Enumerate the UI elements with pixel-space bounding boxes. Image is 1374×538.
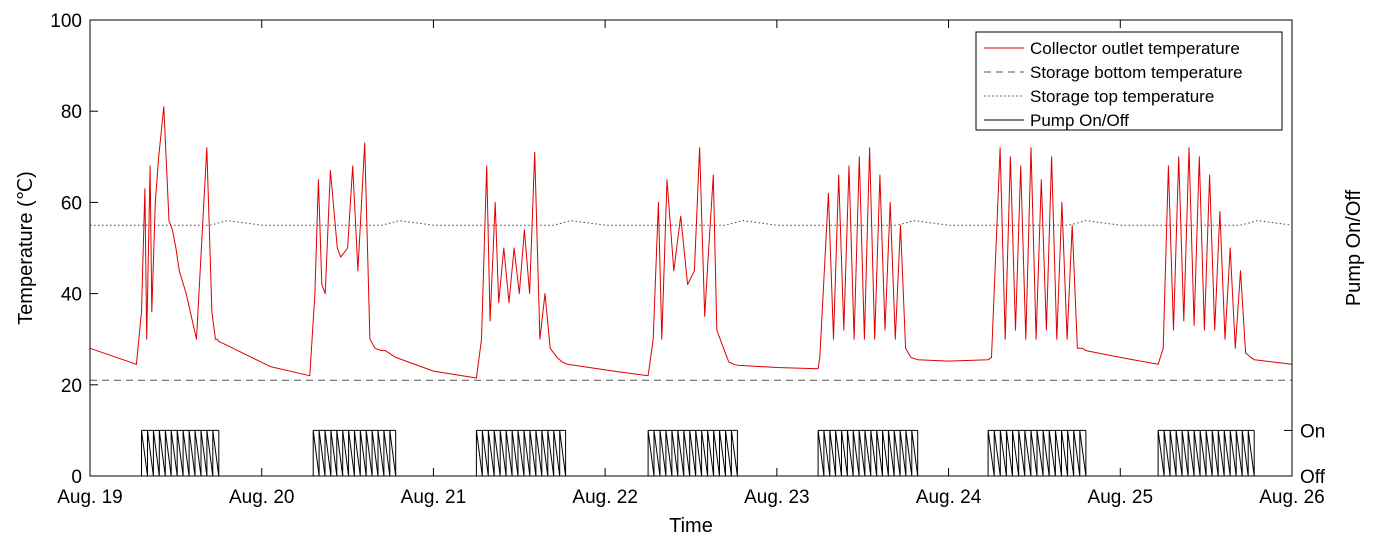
x-tick-label: Aug. 21 xyxy=(401,487,467,508)
y-tick-label: 40 xyxy=(61,285,82,306)
x-tick-label: Aug. 20 xyxy=(229,487,295,508)
x-tick-label: Aug. 25 xyxy=(1088,487,1154,508)
y2-tick-label: Off xyxy=(1300,467,1326,488)
y-tick-label: 80 xyxy=(61,102,82,123)
pump-onoff-series xyxy=(141,429,1255,477)
legend-label-1: Collector outlet temperature xyxy=(1030,39,1240,58)
x-tick-label: Aug. 26 xyxy=(1259,487,1325,508)
axis-ticks: Aug. 19 Aug. 20 Aug. 21 Aug. 22 Aug. 23 Aug. … xyxy=(50,11,1325,508)
pump-on-interval-3 xyxy=(475,430,567,477)
y2-axis-title: Pump On/Off xyxy=(1343,189,1365,306)
y-tick-label: 60 xyxy=(61,193,82,214)
y-tick-label: 0 xyxy=(71,467,82,488)
pump-on-interval-6 xyxy=(987,430,1087,477)
pump-on-interval-2 xyxy=(312,430,397,477)
x-tick-label: Aug. 22 xyxy=(572,487,638,508)
pump-on-interval-7 xyxy=(1157,430,1255,477)
x-tick-label: Aug. 19 xyxy=(57,487,123,508)
legend-label-3: Storage top temperature xyxy=(1030,87,1214,106)
legend-label-2: Storage bottom temperature xyxy=(1030,63,1243,82)
pump-on-interval-5 xyxy=(817,430,919,477)
y-axis-title: Temperature (℃) xyxy=(15,171,37,325)
x-tick-label: Aug. 24 xyxy=(916,487,982,508)
x-axis-title: Time xyxy=(669,515,713,537)
series-line-1 xyxy=(89,106,1293,379)
legend-label-4: Pump On/Off xyxy=(1030,111,1129,130)
y2-tick-label: On xyxy=(1300,421,1325,442)
pump-on-interval-1 xyxy=(141,430,220,477)
series-line-3 xyxy=(90,220,1293,226)
pump-on-interval-4 xyxy=(647,430,738,477)
y-tick-label: 100 xyxy=(50,11,82,32)
plot-marks xyxy=(89,106,1293,477)
x-tick-label: Aug. 23 xyxy=(744,487,810,508)
plot-frame xyxy=(89,19,1293,477)
legend: Collector outlet temperature Storage bott… xyxy=(975,31,1283,131)
y-tick-label: 20 xyxy=(61,376,82,397)
legend-box xyxy=(975,31,1283,131)
